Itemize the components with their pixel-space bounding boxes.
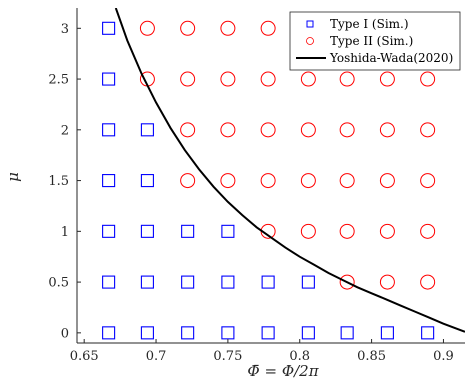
y-tick-label: 2.5 [48, 73, 69, 88]
legend-square-marker [306, 20, 314, 28]
type-ii-point [339, 173, 355, 189]
x-tick-label: 0.75 [213, 349, 242, 364]
type-ii-point [339, 122, 355, 138]
type-i-point [102, 275, 116, 289]
legend-entry-label: Yoshida-Wada(2020) [329, 51, 453, 65]
type-i-point [261, 326, 275, 340]
type-ii-point [260, 173, 276, 189]
y-axis-label: μ [4, 172, 22, 182]
type-i-point [181, 326, 195, 340]
type-ii-point [260, 122, 276, 138]
y-tick-label: 2 [61, 123, 69, 138]
type-i-point [102, 123, 116, 137]
type-ii-point [260, 71, 276, 87]
type-ii-point [300, 223, 316, 239]
type-ii-point [180, 173, 196, 189]
type-i-point [181, 275, 195, 289]
type-i-point [102, 72, 116, 86]
type-ii-point [300, 173, 316, 189]
type-i-point [140, 326, 154, 340]
type-ii-point [420, 274, 436, 290]
legend-entry-label: Type II (Sim.) [330, 34, 413, 48]
y-tick-label: 1.5 [48, 174, 69, 189]
type-ii-point [300, 122, 316, 138]
axes: 0.65 0.7 0.75 0.8 0.85 0.9 0 0.5 1 1.5 2 2.5 3 [48, 8, 465, 364]
type-ii-point [379, 274, 395, 290]
series-line [114, 8, 465, 333]
type-ii-point [379, 122, 395, 138]
type-i-point [140, 123, 154, 137]
type-ii-point [180, 122, 196, 138]
type-i-point [181, 224, 195, 238]
legend: Type I (Sim.) Type II (Sim.) Yoshida-Wada(… [289, 11, 461, 71]
type-ii-point [260, 20, 276, 36]
type-ii-point [379, 71, 395, 87]
type-ii-point [420, 71, 436, 87]
type-ii-point [180, 20, 196, 36]
type-ii-point [180, 71, 196, 87]
type-ii-point [339, 71, 355, 87]
type-i-point [221, 275, 235, 289]
type-i-point [221, 326, 235, 340]
type-i-point [140, 224, 154, 238]
x-tick-label: 0.65 [70, 349, 99, 364]
type-i-point [301, 326, 315, 340]
type-i-point [221, 224, 235, 238]
type-i-point [301, 275, 315, 289]
type-ii-point [220, 173, 236, 189]
type-ii-point [300, 71, 316, 87]
type-i-point [421, 326, 435, 340]
type-ii-point [220, 71, 236, 87]
y-tick-label: 3 [61, 22, 69, 37]
legend-circle-marker [306, 37, 314, 45]
x-tick-label: 0.7 [146, 349, 167, 364]
y-tick-label: 0 [61, 326, 69, 341]
type-i-point [102, 326, 116, 340]
type-ii-point [420, 122, 436, 138]
x-tick-label: 0.85 [357, 349, 386, 364]
y-tick-label: 0.5 [48, 276, 69, 291]
type-i-point [261, 275, 275, 289]
type-ii-point [220, 122, 236, 138]
type-ii-point [379, 223, 395, 239]
type-ii-point [420, 223, 436, 239]
x-tick-label: 0.9 [433, 349, 454, 364]
type-ii-point [420, 173, 436, 189]
y-tick-label: 1 [61, 225, 69, 240]
x-axis-label: Φ̄ = Φ/2π [247, 362, 319, 380]
type-i-point [102, 174, 116, 188]
type-i-point [340, 326, 354, 340]
type-i-point [140, 275, 154, 289]
type-i-point [102, 21, 116, 35]
type-i-point [102, 224, 116, 238]
type-ii-point [379, 173, 395, 189]
type-ii-point [339, 223, 355, 239]
x-tick-label: 0.8 [289, 349, 310, 364]
type-i-point [380, 326, 394, 340]
type-i-point [140, 174, 154, 188]
type-ii-point [139, 20, 155, 36]
legend-entry-label: Type I (Sim.) [330, 17, 409, 31]
type-ii-point [339, 274, 355, 290]
legend-box [289, 11, 461, 71]
type-ii-point [220, 20, 236, 36]
